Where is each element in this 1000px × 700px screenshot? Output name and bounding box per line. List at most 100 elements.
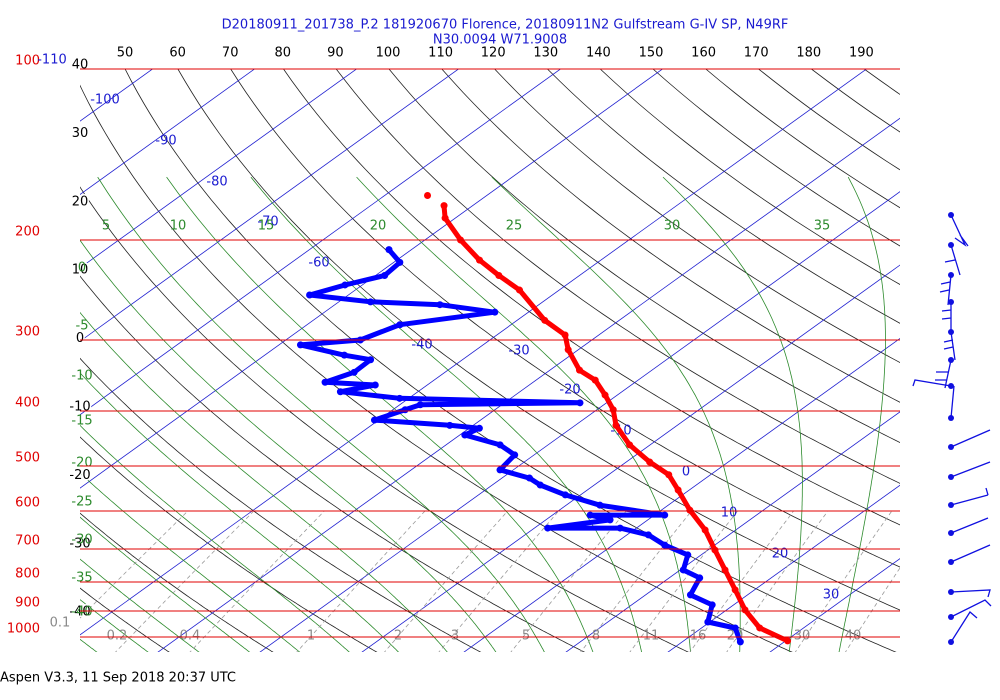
profile-point	[596, 501, 604, 509]
profile-point	[686, 591, 694, 599]
isotherm	[80, 69, 868, 636]
dry-adiabat	[951, 56, 1000, 653]
isotherm	[769, 558, 900, 652]
profile-point	[341, 281, 349, 289]
isotherm	[80, 69, 562, 416]
moist-adiabat	[250, 176, 642, 652]
profile-point	[686, 506, 694, 514]
footer: Aspen V3.3, 11 Sep 2018 20:37 UTC	[0, 671, 236, 686]
dry-adiabat	[652, 69, 900, 247]
moist-adiabat	[356, 176, 691, 652]
diagram-lines	[80, 56, 1000, 653]
profile-point	[704, 618, 712, 626]
top-tick-label: 150	[639, 46, 664, 61]
dry-adiabat	[441, 69, 900, 403]
profile-point	[626, 441, 634, 449]
top-tick-label: 160	[691, 46, 716, 61]
top-tick-label: 140	[586, 46, 611, 61]
profile-point	[461, 431, 469, 439]
mixing-ratio-line	[80, 510, 189, 619]
pressure-label: 200	[15, 224, 40, 239]
profile-point	[564, 346, 572, 354]
profile-point	[736, 638, 744, 646]
profile-point	[350, 368, 358, 376]
dry-adiabat	[810, 69, 900, 133]
dry-adiabat	[230, 69, 900, 568]
moist-adiabat	[80, 516, 251, 652]
pressure-label: 300	[15, 325, 40, 340]
pressure-label: 1000	[7, 622, 40, 637]
profile-point	[576, 399, 584, 407]
top-tick-label: 170	[744, 46, 769, 61]
mixing-ratio-label: 0.1	[50, 616, 71, 631]
profile-point	[708, 601, 716, 609]
mixing-ratio-line	[384, 510, 508, 652]
moist-adiabat	[80, 599, 149, 652]
dry-adiabat	[283, 69, 900, 526]
mixing-ratio-line	[510, 510, 627, 652]
profile-point	[321, 378, 329, 386]
top-tick-label: 50	[117, 46, 134, 61]
mixing-ratio-label: 8	[592, 629, 600, 644]
top-tick-label: 130	[533, 46, 558, 61]
profile-point	[612, 421, 620, 429]
isotherm-label: -20	[559, 383, 580, 398]
isotherm-label: 10	[721, 506, 738, 521]
profile-point	[371, 381, 379, 389]
moist-adiabat	[80, 311, 448, 652]
isotherm-label: 30	[823, 588, 840, 603]
moist-label: 35	[814, 219, 831, 234]
profile-point	[536, 481, 544, 489]
profile-point	[525, 474, 533, 482]
profile-point	[306, 291, 314, 299]
profile-point	[661, 541, 669, 549]
isotherm	[80, 69, 256, 196]
moist-adiabat	[838, 176, 886, 652]
isotherm-label: -90	[155, 134, 176, 149]
isotherm-label: -30	[508, 344, 529, 359]
isotherm	[80, 69, 664, 489]
dry-adiabat	[80, 186, 689, 652]
isotherm	[80, 69, 154, 122]
chart-title: D20180911_201738_P.2 181920670 Florence,…	[222, 18, 789, 33]
pressure-label: 100	[15, 54, 40, 69]
profile-point	[396, 321, 404, 329]
mixing-ratio-label: 5	[522, 629, 530, 644]
top-tick-label: 60	[169, 46, 186, 61]
moist-label: 5	[102, 219, 110, 234]
dry-adiabat	[335, 69, 900, 484]
profile-point	[586, 511, 594, 519]
isotherm-label: -40	[411, 338, 432, 353]
profile-point	[701, 526, 709, 534]
profile-point	[601, 391, 609, 399]
isotherm	[565, 411, 900, 652]
isotherm	[667, 484, 900, 652]
moist-label: 25	[506, 219, 523, 234]
profile-point	[336, 388, 344, 396]
moist-label: 0	[78, 261, 86, 276]
moist-label: -10	[71, 369, 92, 384]
isotherm	[259, 191, 900, 652]
profile-point	[515, 286, 523, 294]
left-label: -10	[69, 400, 90, 415]
top-tick-label: 100	[376, 46, 401, 61]
dry-adiabat	[388, 69, 900, 444]
chart-subtitle: N30.0094 W71.9008	[433, 33, 567, 48]
moist-adiabat	[80, 424, 350, 652]
mixing-ratio-line	[438, 510, 559, 652]
profile-point	[721, 566, 729, 574]
mixing-ratio-line	[689, 510, 794, 652]
mixing-ratio-label: 40	[845, 629, 862, 644]
profile-point	[385, 246, 393, 254]
isotherm	[80, 69, 358, 269]
profile-point	[401, 406, 409, 414]
profile-point	[644, 531, 652, 539]
profile-point	[575, 366, 583, 374]
top-tick-label: 80	[275, 46, 292, 61]
mixing-ratio-label: 11	[643, 629, 660, 644]
profile-point	[441, 214, 449, 222]
profile-point	[679, 566, 687, 574]
wind-barbs	[912, 212, 992, 645]
profile-point	[381, 272, 389, 280]
